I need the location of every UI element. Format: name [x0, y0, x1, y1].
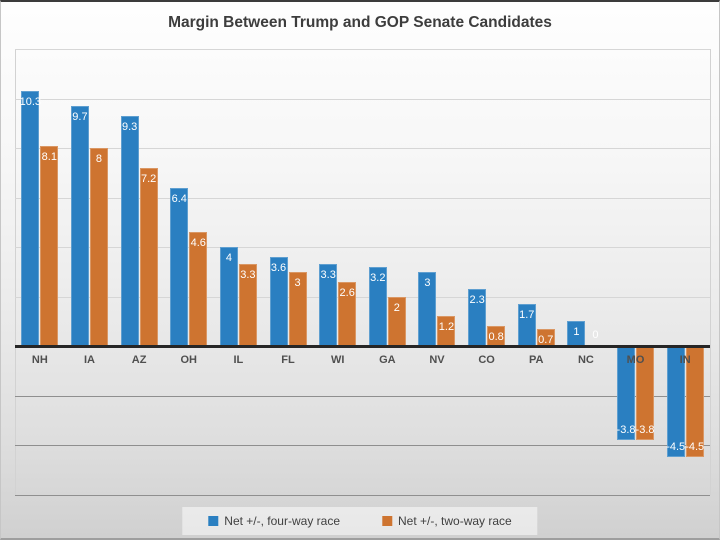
bar-value-label: 1.2 [438, 321, 455, 334]
category-label: WI [330, 354, 345, 366]
bar-value-label: -3.8 [635, 424, 655, 437]
category-label: IA [83, 354, 95, 366]
bar-four-way: 3 [418, 271, 437, 346]
bar-value-label: 3.2 [370, 271, 386, 284]
bar-value-label: 8 [95, 153, 103, 165]
bar-value-label: 3.6 [270, 261, 287, 274]
gridline [15, 445, 710, 446]
bar-four-way: 10.3 [19, 91, 42, 346]
bar-two-way: 8 [89, 148, 108, 346]
gridline [15, 98, 710, 100]
category-label: IN [679, 354, 691, 366]
category-label: PA [529, 354, 544, 366]
bar-value-label: 1 [573, 326, 580, 339]
bar-two-way: -3.8 [635, 346, 655, 441]
gridline [15, 49, 710, 50]
legend-label-four-way: Net +/-, four-way race [224, 514, 341, 528]
bar-value-label: 3 [294, 276, 301, 289]
legend-label-two-way: Net +/-, two-way race [398, 514, 512, 528]
legend-swatch-two-way-icon [382, 516, 393, 526]
bar-two-way: 7.2 [139, 167, 158, 346]
zero-axis-line [15, 345, 710, 348]
bar-value-label: 4.6 [190, 237, 206, 250]
legend: Net +/-, four-way race Net +/-, two-way … [182, 507, 538, 535]
bar-value-label: 9.7 [72, 110, 88, 123]
gridline [15, 197, 710, 199]
bar-value-label: 4 [225, 252, 232, 264]
gridline [15, 494, 710, 496]
legend-swatch-four-way-icon [208, 516, 219, 526]
bar-four-way: 3.6 [269, 256, 288, 346]
category-label: MO [626, 354, 645, 366]
bar-four-way: 1.7 [517, 303, 536, 346]
bar-value-label: 7.2 [140, 172, 157, 185]
bar-four-way: 4 [219, 247, 238, 346]
bar-value-label: 1.7 [519, 308, 535, 321]
bar-four-way: 3.2 [368, 266, 387, 346]
bar-two-way: 2.6 [338, 281, 357, 346]
bar-value-label: 3.3 [240, 269, 256, 282]
legend-item-four-way: Net +/-, four-way race [208, 514, 340, 528]
bar-two-way: 4.6 [189, 232, 208, 346]
bar-value-label: 2.3 [469, 294, 485, 307]
gridline [15, 247, 710, 248]
bar-two-way: 1.2 [437, 316, 456, 346]
bar-four-way: -3.8 [616, 346, 636, 441]
bar-two-way: 2 [387, 296, 406, 346]
category-label: CO [478, 354, 495, 366]
category-label: NV [429, 354, 445, 366]
category-label: IL [233, 354, 244, 366]
bar-value-label: 3 [424, 276, 431, 289]
plot-area-border [15, 49, 16, 495]
category-label: AZ [131, 354, 147, 366]
bar-four-way: 9.7 [70, 105, 89, 346]
plot-area-border [710, 49, 711, 495]
gridline [15, 296, 710, 298]
category-label: NC [577, 354, 594, 366]
bar-two-way: 3 [288, 271, 307, 346]
bar-value-label: 6.4 [171, 192, 187, 205]
bar-two-way: 0.7 [536, 328, 555, 346]
gridline [15, 148, 710, 149]
bar-two-way: 0.8 [487, 326, 506, 346]
bar-value-label: 8.1 [41, 150, 57, 163]
bar-value-label: 2 [393, 301, 400, 314]
bar-four-way: 6.4 [170, 187, 189, 346]
bar-value-label: 0 [592, 329, 599, 341]
bar-value-label: 0.7 [538, 333, 554, 346]
bar-value-label: -4.5 [685, 441, 705, 454]
bar-two-way: 3.3 [238, 264, 257, 346]
category-label: GA [379, 354, 396, 366]
gridline [15, 395, 710, 397]
bar-four-way: 1 [567, 321, 586, 346]
bar-value-label: 0.8 [488, 331, 504, 344]
legend-item-two-way: Net +/-, two-way race [382, 514, 512, 528]
bar-value-label: 3.3 [320, 269, 336, 282]
bar-four-way: 9.3 [120, 115, 139, 346]
bar-value-label: 9.3 [121, 120, 138, 133]
bar-four-way: 2.3 [468, 289, 487, 346]
category-label: FL [281, 354, 295, 366]
bar-value-label: -4.5 [666, 441, 686, 454]
bar-value-label: 2.6 [339, 286, 355, 299]
bar-four-way: 3.3 [319, 264, 338, 346]
chart-title: Margin Between Trump and GOP Senate Cand… [168, 14, 552, 31]
category-label: NH [31, 354, 48, 366]
bar-two-way: 8.1 [40, 145, 59, 346]
bar-value-label: 10.3 [19, 96, 42, 109]
bar-value-label: -3.8 [616, 424, 636, 437]
category-label: OH [180, 354, 197, 366]
